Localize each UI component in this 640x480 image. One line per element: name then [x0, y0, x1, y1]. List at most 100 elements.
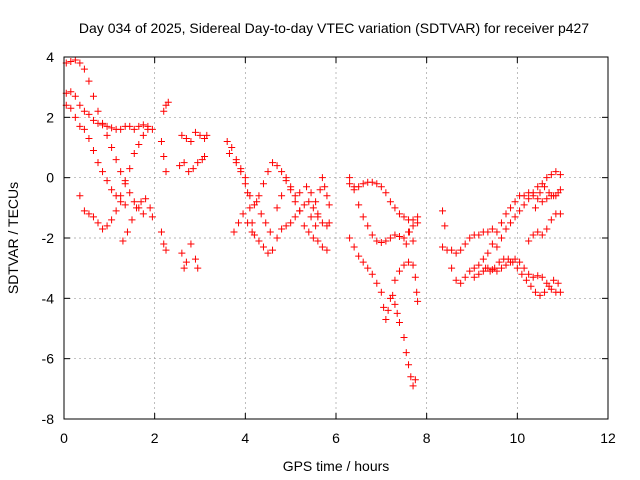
data-point — [300, 222, 308, 230]
data-point — [230, 228, 238, 236]
data-point — [364, 264, 372, 272]
data-point — [80, 107, 88, 115]
data-point — [142, 195, 150, 203]
data-point — [246, 192, 254, 200]
data-point — [67, 58, 75, 66]
data-point — [391, 231, 399, 239]
data-point — [130, 150, 138, 158]
data-point — [556, 288, 564, 296]
data-point — [507, 219, 515, 227]
data-point — [146, 204, 154, 212]
y-tick-label: -8 — [42, 411, 55, 427]
data-point — [405, 228, 413, 236]
data-point — [516, 258, 524, 266]
data-point — [248, 228, 256, 236]
data-point — [139, 131, 147, 139]
data-point — [466, 234, 474, 242]
data-point — [448, 246, 456, 254]
data-point — [278, 168, 286, 176]
data-point — [201, 153, 209, 161]
data-point — [162, 246, 170, 254]
data-point — [475, 231, 483, 239]
data-point — [414, 297, 422, 305]
data-point — [103, 131, 111, 139]
chart-title: Day 034 of 2025, Sidereal Day-to-day VTE… — [79, 20, 589, 36]
data-point — [531, 204, 539, 212]
data-point — [185, 168, 193, 176]
data-point — [470, 264, 478, 272]
data-point — [395, 232, 403, 240]
data-point — [80, 65, 88, 73]
data-point — [108, 186, 116, 194]
data-point — [246, 204, 254, 212]
data-point — [282, 222, 290, 230]
y-axis-label: SDTVAR / TECUs — [5, 182, 21, 294]
data-point — [309, 234, 317, 242]
data-point — [103, 122, 111, 130]
data-point — [108, 216, 116, 224]
data-point — [67, 88, 75, 96]
data-point — [182, 258, 190, 266]
data-point — [323, 246, 331, 254]
data-point — [241, 180, 249, 188]
data-point — [556, 186, 564, 194]
data-point — [235, 219, 243, 227]
data-point — [346, 174, 354, 182]
data-point — [507, 204, 515, 212]
data-point — [400, 334, 408, 342]
data-point — [157, 228, 165, 236]
data-point — [509, 258, 517, 266]
data-point — [312, 198, 320, 206]
data-point — [452, 276, 460, 284]
data-point — [316, 186, 324, 194]
x-tick-label: 4 — [241, 430, 249, 446]
data-point — [534, 195, 542, 203]
data-point — [241, 174, 249, 182]
data-point — [160, 240, 168, 248]
series-track-10 — [230, 174, 304, 236]
data-point — [300, 201, 308, 209]
series-track-22 — [525, 183, 564, 245]
data-point — [176, 162, 184, 170]
data-point — [466, 267, 474, 275]
data-point — [264, 249, 272, 257]
data-point — [303, 183, 311, 191]
y-tick-label: 2 — [46, 109, 54, 125]
data-point — [160, 153, 168, 161]
data-point — [527, 282, 535, 290]
grid-layer — [64, 57, 608, 419]
points-layer — [62, 56, 564, 390]
data-point — [550, 192, 558, 200]
data-point — [196, 131, 204, 139]
data-point — [486, 267, 494, 275]
data-point — [479, 255, 487, 263]
data-point — [139, 121, 147, 129]
series-track-2 — [62, 101, 129, 209]
data-point — [259, 180, 267, 188]
data-point — [520, 264, 528, 272]
data-point — [373, 180, 381, 188]
data-point — [382, 315, 390, 323]
data-point — [76, 192, 84, 200]
data-point — [269, 246, 277, 254]
data-point — [194, 159, 202, 167]
data-point — [89, 116, 97, 124]
data-point — [89, 213, 97, 221]
data-point — [457, 246, 465, 254]
data-point — [269, 159, 277, 167]
data-point — [543, 225, 551, 233]
data-point — [395, 210, 403, 218]
data-point — [85, 77, 93, 85]
data-point — [291, 192, 299, 200]
data-point — [255, 237, 263, 245]
series-track-20 — [482, 255, 564, 299]
data-point — [402, 349, 410, 357]
data-point — [470, 273, 478, 281]
series-track-1 — [62, 56, 147, 218]
data-point — [117, 168, 125, 176]
data-point — [139, 210, 147, 218]
x-tick-label: 2 — [151, 430, 159, 446]
x-tick-label: 12 — [600, 430, 616, 446]
